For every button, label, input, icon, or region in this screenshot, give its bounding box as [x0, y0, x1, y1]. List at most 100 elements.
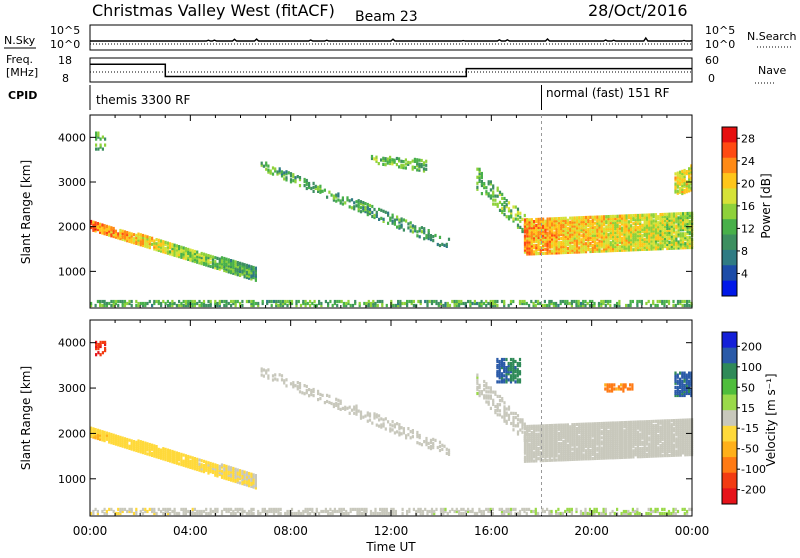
data-cell — [142, 441, 144, 444]
data-cell — [567, 219, 569, 222]
power-ylabel: Slant Range [km] — [19, 160, 33, 264]
data-cell — [652, 300, 654, 303]
data-cell — [562, 424, 564, 427]
data-cell — [219, 300, 221, 303]
data-cell — [329, 300, 331, 303]
data-cell — [567, 444, 569, 447]
data-cell — [178, 245, 180, 248]
noise-panel: N.Sky 10^5 10^0 10^5 10^0 N.Search — [4, 24, 797, 51]
data-cell — [387, 212, 389, 215]
data-cell — [524, 234, 526, 237]
data-cell — [603, 300, 605, 303]
data-cell — [551, 424, 553, 427]
data-cell — [441, 444, 443, 447]
data-cell — [250, 300, 252, 303]
data-cell — [434, 439, 436, 442]
data-cell — [315, 185, 317, 188]
data-cell — [524, 435, 526, 438]
data-cell — [283, 171, 285, 174]
data-cell — [421, 226, 423, 229]
data-cell — [517, 368, 519, 371]
data-cell — [398, 423, 400, 426]
data-cell — [601, 250, 603, 253]
data-cell — [621, 237, 623, 240]
data-cell — [410, 430, 412, 433]
data-cell — [324, 189, 326, 192]
data-cell — [412, 224, 414, 227]
data-cell — [544, 300, 546, 303]
data-cell — [555, 302, 557, 305]
data-cell — [558, 454, 560, 457]
data-cell — [308, 394, 310, 397]
data-cell — [133, 233, 135, 236]
data-cell — [304, 392, 306, 395]
data-cell — [405, 162, 407, 165]
data-cell — [351, 206, 353, 209]
data-cell — [476, 386, 478, 389]
data-cell — [300, 304, 302, 307]
colorbar-swatch — [722, 250, 737, 266]
data-cell — [291, 300, 293, 303]
data-cell — [363, 302, 365, 305]
data-cell — [389, 156, 391, 159]
data-cell — [230, 259, 232, 262]
data-cell — [353, 406, 355, 409]
data-cell — [407, 427, 409, 430]
data-cell — [194, 457, 196, 460]
data-cell — [679, 378, 681, 381]
data-cell — [203, 460, 205, 463]
data-cell — [349, 199, 351, 202]
data-cell — [104, 224, 106, 227]
data-cell — [126, 231, 128, 234]
data-cell — [501, 300, 503, 303]
data-cell — [165, 302, 167, 305]
data-cell — [644, 420, 646, 423]
data-cell — [414, 166, 416, 169]
data-cell — [203, 300, 205, 303]
data-cell — [501, 197, 503, 200]
data-cell — [360, 210, 362, 213]
data-cell — [657, 420, 659, 423]
data-cell — [448, 238, 450, 241]
data-cell — [203, 253, 205, 256]
data-cell — [682, 300, 684, 303]
data-cell — [596, 242, 598, 245]
data-cell — [506, 203, 508, 206]
data-cell — [335, 194, 337, 197]
data-cell — [408, 300, 410, 303]
data-cell — [285, 176, 287, 179]
data-cell — [198, 253, 200, 256]
data-cell — [662, 454, 664, 457]
data-cell — [387, 158, 389, 161]
data-cell — [456, 300, 458, 303]
data-cell — [322, 394, 324, 397]
data-cell — [285, 384, 287, 387]
data-cell — [571, 452, 573, 455]
data-cell — [519, 358, 521, 361]
data-cell — [684, 242, 686, 245]
data-cell — [684, 300, 686, 303]
data-cell — [426, 300, 428, 303]
data-cell — [598, 302, 600, 305]
freq-line — [90, 64, 692, 76]
data-cell — [221, 463, 223, 466]
data-cell — [608, 422, 610, 425]
colorbar-tick-label: 8 — [741, 245, 748, 258]
data-cell — [183, 304, 185, 307]
data-cell — [169, 449, 171, 452]
data-cell — [183, 246, 185, 249]
data-cell — [485, 300, 487, 303]
data-cell — [632, 248, 634, 251]
data-cell — [142, 302, 144, 305]
data-cell — [396, 226, 398, 229]
data-cell — [535, 433, 537, 436]
data-cell — [641, 447, 643, 450]
data-cell — [483, 182, 485, 185]
data-cell — [353, 205, 355, 208]
data-cell — [196, 458, 198, 461]
data-cell — [617, 421, 619, 424]
data-cell — [601, 436, 603, 439]
data-cell — [609, 383, 611, 386]
data-cell — [601, 215, 603, 218]
data-cell — [416, 168, 418, 171]
